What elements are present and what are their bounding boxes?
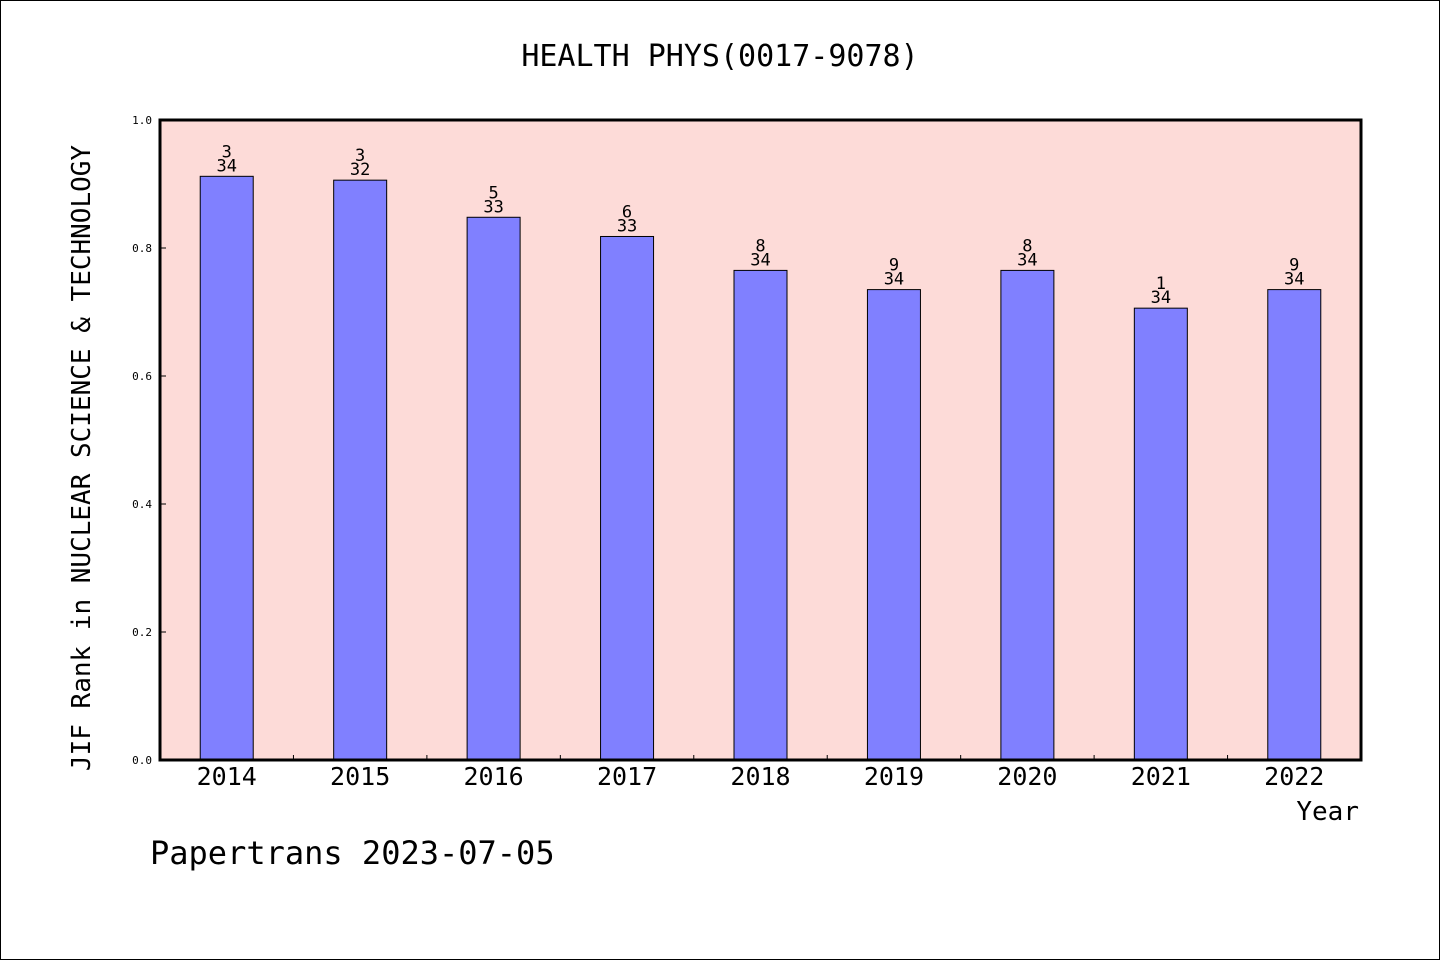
x-tick-label-2021: 2021 — [1131, 762, 1191, 791]
plot-border — [158, 118, 1363, 762]
bar-2020 — [1000, 269, 1055, 761]
total-label-2019: 34 — [884, 270, 904, 290]
x-tick-label-2017: 2017 — [597, 762, 657, 791]
bar-2016 — [466, 216, 521, 761]
bar-2021 — [1133, 307, 1188, 761]
rank-label-2014: 3 — [222, 142, 232, 162]
rank-label-2019: 9 — [889, 256, 899, 276]
chart-title: HEALTH PHYS(0017-9078) — [521, 39, 918, 74]
y-tick-label: 0.0 — [132, 754, 152, 767]
total-label-2017: 33 — [617, 216, 637, 236]
rank-label-2016: 5 — [488, 183, 498, 203]
total-label-2018: 34 — [750, 250, 770, 270]
rank-label-2017: 6 — [622, 202, 632, 222]
rank-label-2018: 8 — [755, 236, 765, 256]
total-label-2022: 34 — [1284, 270, 1304, 290]
x-axis: 2014 2015 2016 2017 2018 2019 2020 2021 2022 — [197, 755, 1324, 791]
total-label-2021: 34 — [1151, 288, 1171, 308]
y-tick-label: 0.6 — [132, 370, 152, 383]
bar-2017 — [600, 235, 655, 761]
x-tick-label-2016: 2016 — [464, 762, 524, 791]
x-tick-label-2014: 2014 — [197, 762, 257, 791]
y-axis: 0.0 0.2 0.4 0.6 0.8 1.0 — [132, 114, 166, 767]
footer-credit: Papertrans 2023-07-05 — [150, 834, 555, 872]
y-tick-label: 0.4 — [132, 498, 152, 511]
y-tick-label: 1.0 — [132, 114, 152, 127]
total-label-2014: 34 — [216, 156, 236, 176]
x-axis-title: Year — [1296, 797, 1359, 827]
x-tick-label-2019: 2019 — [864, 762, 924, 791]
x-tick-label-2020: 2020 — [997, 762, 1057, 791]
y-axis-title: JIF Rank in NUCLEAR SCIENCE & TECHNOLOGY — [67, 145, 97, 771]
rank-label-2022: 9 — [1289, 256, 1299, 276]
total-label-2015: 32 — [350, 160, 370, 180]
bar-2014 — [199, 175, 254, 761]
y-tick-label: 0.2 — [132, 626, 152, 639]
bar-2015 — [333, 179, 388, 761]
x-tick-label-2018: 2018 — [730, 762, 790, 791]
y-tick-label: 0.8 — [132, 242, 152, 255]
rank-label-2020: 8 — [1022, 236, 1032, 256]
total-label-2020: 34 — [1017, 250, 1037, 270]
total-label-2016: 33 — [483, 197, 503, 217]
rank-label-2015: 3 — [355, 146, 365, 166]
rank-label-2021: 1 — [1156, 274, 1166, 294]
x-tick-label-2022: 2022 — [1264, 762, 1324, 791]
bar-2018 — [733, 269, 788, 761]
bar-2019 — [866, 289, 921, 761]
x-tick-label-2015: 2015 — [330, 762, 390, 791]
bars-layer — [199, 175, 1322, 761]
bar-2022 — [1267, 289, 1322, 761]
